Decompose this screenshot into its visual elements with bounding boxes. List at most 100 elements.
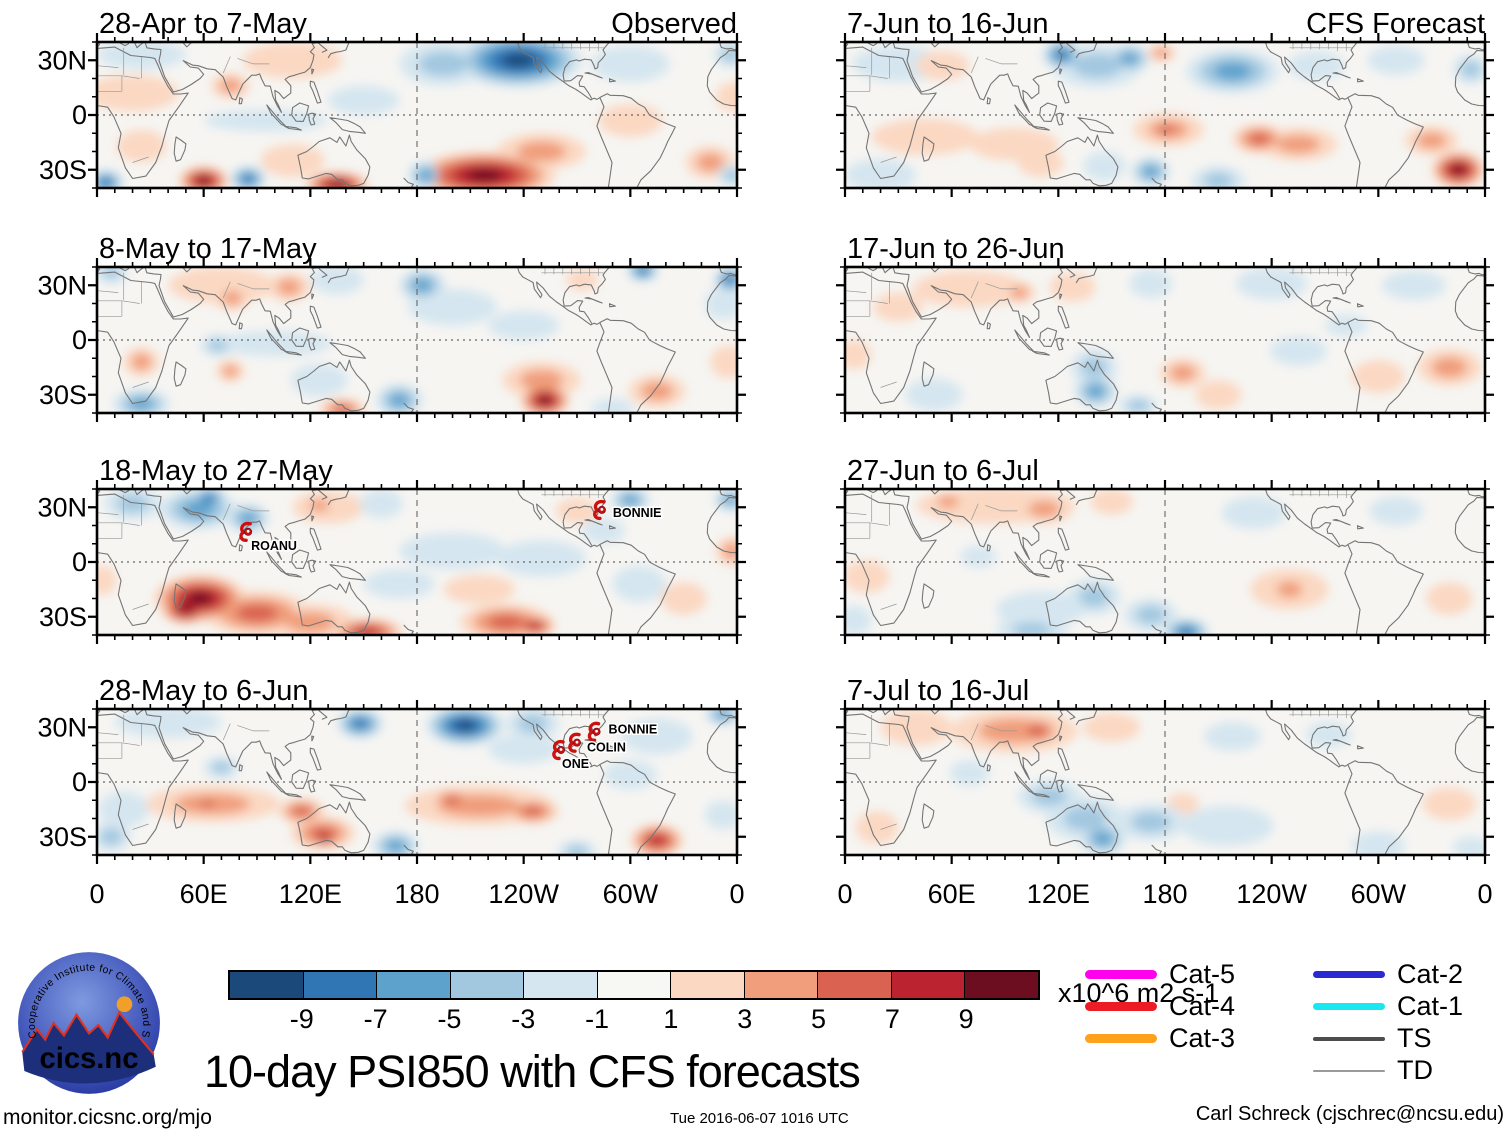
minor-ticks [92,704,742,860]
anomaly-blob [705,800,737,830]
colorbar-segment [523,972,597,998]
anomaly-blob [1017,147,1064,178]
anomaly-blob [408,288,498,326]
legend-label: TS [1397,1023,1432,1053]
colorbar-tick-label: -7 [363,1004,388,1034]
anomaly-blob [905,378,963,412]
anomaly-blob [443,574,515,604]
anomaly-blob [1276,135,1321,154]
anomaly-blob [912,270,1027,308]
anomaly-blob [1236,267,1308,300]
anomaly-blob [582,518,626,544]
anomaly-blob [937,495,959,508]
storm-marker-one: ONE [552,739,591,772]
anomaly-blob [880,709,952,746]
map-area [845,489,1485,635]
y-axis-label: 30N [37,270,87,300]
anomaly-blob [873,292,924,322]
anomaly-blob [1369,496,1423,526]
legend-line-swatch [1085,1034,1157,1043]
anomaly-blob [418,169,433,181]
anomaly-blob [260,144,325,178]
anomaly-blob [100,828,123,845]
anomaly-blob [200,800,215,808]
anomaly-blob [1027,725,1047,737]
anomaly-blob [1153,47,1170,59]
storm-label: BONNIE [609,723,658,737]
x-axis-label: 60W [603,879,659,909]
footer-timestamp: Tue 2016-06-07 1016 UTC [670,1110,849,1127]
anomaly-blob [1195,380,1242,410]
anomaly-blob [1011,622,1052,635]
map-panel-fc-2: 17-Jun to 26-Jun [836,233,1494,422]
legend-label: Cat-2 [1397,959,1464,989]
anomaly-blob [360,489,403,519]
anomaly-blob [612,565,666,603]
minor-ticks [840,484,1490,640]
anomaly-blob [660,582,707,615]
map-area [97,489,737,635]
major-ticks [88,33,746,197]
legend-item-td: TD [1313,1055,1463,1085]
minor-ticks [840,262,1490,418]
colorbar-tick-label: -1 [585,1004,610,1034]
colorbar-tick-label: 5 [811,1004,827,1034]
anomaly-blob [566,268,599,291]
anomaly-blob [1416,132,1447,149]
anomaly-blob [131,353,152,370]
minor-ticks [92,484,742,640]
anomaly-blob [130,398,153,410]
anomaly-blob [328,181,346,188]
anomaly-blob [466,169,503,182]
logo-mountains [22,1012,156,1084]
colorbar-segment [596,972,671,998]
anomaly-blob [1269,336,1327,366]
anomaly-blob [197,176,211,185]
y-axis-label: 0 [72,547,87,577]
anomaly-blob [723,169,737,182]
anomaly-blob [352,719,368,729]
minor-ticks [92,262,742,418]
anomaly-blob [98,791,149,828]
map-area [97,42,737,188]
panel-title: 27-Jun to 6-Jul [847,455,1039,487]
panel-title: 7-Jul to 16-Jul [847,675,1029,707]
panel-corner-label: Observed [611,8,737,40]
map-panel-obs-3: 18-May to 27-May 30N 0 30S ROANU BONNIE [37,455,746,644]
anomaly-blob [1426,582,1473,615]
anomaly-blob [236,604,278,622]
anomaly-blob [710,345,737,379]
anomaly-blob [363,569,435,599]
colorbar-segment [449,972,524,998]
legend-line-swatch [1313,1069,1385,1072]
anomaly-blob [222,290,242,306]
legend-item-cat-4: Cat-4 [1085,991,1235,1021]
anomaly-blob [211,761,232,774]
anomaly-blob [219,78,242,93]
x-axis-label: 0 [729,879,744,909]
colorbar-segment [817,972,891,998]
map-area [97,267,737,413]
legend-line-swatch [1085,1002,1157,1011]
x-axis-label: 60E [928,879,976,909]
anomaly-blob [239,512,257,524]
anomaly-blob [855,811,899,845]
anomaly-blob [487,615,525,630]
legend-label: Cat-3 [1169,1023,1236,1053]
y-axis-label: 0 [72,100,87,130]
anomaly-blob [356,627,379,635]
minor-ticks [840,37,1490,193]
colorbar-segment [376,972,450,998]
storm-label: COLIN [587,741,626,755]
anomaly-blob [715,82,737,112]
storm-legend-column-2: Cat-2 Cat-1 TS TD [1313,959,1464,1090]
map-area [97,709,737,855]
anomaly-blob [100,178,112,187]
colorbar-tick-label: -3 [511,1004,536,1034]
colorbar-segment [230,972,303,998]
anomaly-blob [310,267,364,295]
anomaly-blob [1083,151,1126,181]
x-axis-label: 0 [1477,879,1492,909]
